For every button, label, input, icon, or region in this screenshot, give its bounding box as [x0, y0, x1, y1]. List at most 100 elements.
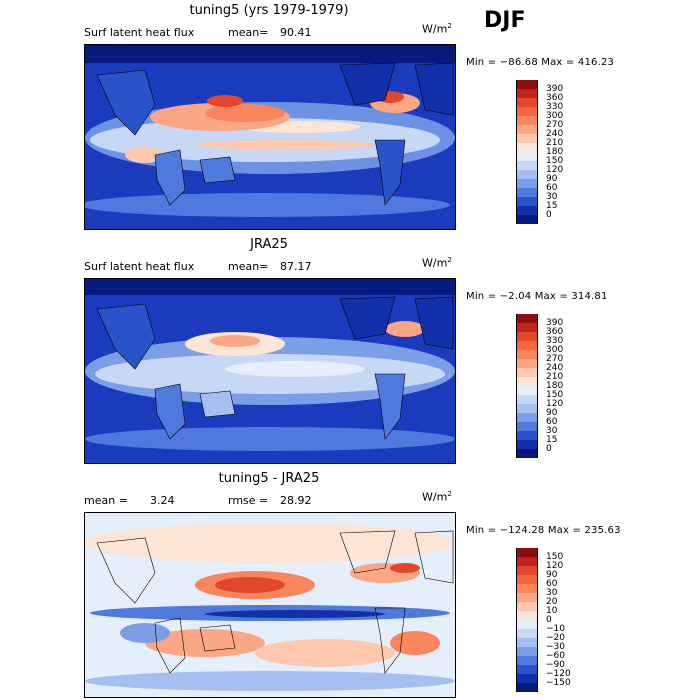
panel3-mean-value: 3.24	[150, 494, 175, 507]
panel1-cbar-swatch	[516, 98, 538, 107]
panel3-minmax: Min = −124.28 Max = 235.63	[466, 525, 621, 536]
panel2-cbar-swatch	[516, 323, 538, 332]
panel1-cbar-label: 360	[546, 93, 564, 103]
panel1-cbar-label: 390	[546, 84, 564, 94]
panel3-cbar-swatch	[516, 557, 538, 566]
panel3-cbar-label: −150	[546, 678, 571, 688]
panel1-cbar-label: 180	[546, 147, 564, 157]
panel3-cbar-label: 0	[546, 615, 552, 625]
panel1-cbar-swatch	[516, 197, 538, 206]
panel2-map	[84, 278, 456, 464]
panel2-cbar-label: 0	[546, 444, 552, 454]
panel1-cbar-label: 30	[546, 192, 558, 202]
panel2-cbar-label: 210	[546, 372, 564, 382]
panel2-colorbar: 390 360 330 300 270 240 210 180 150 120 …	[516, 314, 596, 458]
panel3-cbar-swatch	[516, 602, 538, 611]
panel2-cbar-swatch	[516, 404, 538, 413]
panel2-cbar-label: 240	[546, 363, 564, 373]
panel3-cbar-swatch	[516, 683, 538, 692]
panel1-cbar-swatch	[516, 116, 538, 125]
panel2-cbar-label: 390	[546, 318, 564, 328]
panel2-cbar-label: 150	[546, 390, 564, 400]
panel2-minmax: Min = −2.04 Max = 314.81	[466, 291, 608, 302]
panel3-rmse-value: 28.92	[280, 494, 312, 507]
panel1-cbar-label: 150	[546, 156, 564, 166]
panel2-cbar-swatch	[516, 431, 538, 440]
panel3-cbar-swatch	[516, 620, 538, 629]
panel2-cbar-label: 270	[546, 354, 564, 364]
panel2-cbar-swatch	[516, 449, 538, 458]
panel1-cbar-swatch	[516, 89, 538, 98]
panel2-cbar-swatch	[516, 341, 538, 350]
panel2-cbar-swatch	[516, 395, 538, 404]
panel2-cbar-label: 15	[546, 435, 558, 445]
panel2-cbar-label: 30	[546, 426, 558, 436]
panel2-units: W/m2	[422, 256, 452, 270]
panel1-cbar-label: 300	[546, 111, 564, 121]
panel1-minmax: Min = −86.68 Max = 416.23	[466, 57, 615, 68]
panel2-cbar-swatch	[516, 314, 538, 323]
panel1-cbar-swatch	[516, 134, 538, 143]
panel2-cbar-swatch	[516, 350, 538, 359]
panel1-cbar-swatch	[516, 107, 538, 116]
panel3-cbar-swatch	[516, 638, 538, 647]
panel1-cbar-swatch	[516, 179, 538, 188]
panel2-cbar-label: 300	[546, 345, 564, 355]
panel2-cbar-swatch	[516, 386, 538, 395]
panel1-cbar-swatch	[516, 152, 538, 161]
panel3-cbar-swatch	[516, 548, 538, 557]
panel3-cbar-swatch	[516, 584, 538, 593]
panel1-variable-label: Surf latent heat flux	[84, 26, 195, 39]
panel1-cbar-swatch	[516, 143, 538, 152]
panel3-cbar-label: 30	[546, 588, 558, 598]
panel3-cbar-swatch	[516, 593, 538, 602]
panel3-cbar-label: 150	[546, 552, 564, 562]
panel1-cbar-swatch	[516, 125, 538, 134]
panel3-cbar-swatch	[516, 575, 538, 584]
panel1-cbar-swatch	[516, 170, 538, 179]
panel1-cbar-label: 15	[546, 201, 558, 211]
panel2-cbar-swatch	[516, 368, 538, 377]
panel3-cbar-label: 20	[546, 597, 558, 607]
panel2-cbar-swatch	[516, 440, 538, 449]
panel1-mean-value: 90.41	[280, 26, 312, 39]
panel1-mean-label: mean=	[228, 26, 269, 39]
panel2-map-graphic	[85, 279, 455, 463]
panel3-cbar-label: −90	[546, 660, 565, 670]
panel2-cbar-swatch	[516, 332, 538, 341]
panel2-cbar-label: 90	[546, 408, 558, 418]
panel1-colorbar: 390 360 330 300 270 240 210 180 150 120 …	[516, 80, 596, 224]
panel1-cbar-label: 0	[546, 210, 552, 220]
panel3-units: W/m2	[422, 490, 452, 504]
panel1-cbar-label: 330	[546, 102, 564, 112]
panel1-cbar-label: 120	[546, 165, 564, 175]
panel3-map-graphic	[85, 513, 455, 697]
panel1-map	[84, 44, 456, 230]
panel2-cbar-label: 330	[546, 336, 564, 346]
panel3-cbar-label: 60	[546, 579, 558, 589]
panel2-cbar-label: 120	[546, 399, 564, 409]
panel1-cbar-label: 270	[546, 120, 564, 130]
panel2-cbar-label: 180	[546, 381, 564, 391]
panel1-cbar-label: 210	[546, 138, 564, 148]
panel3-cbar-label: −20	[546, 633, 565, 643]
panel3-cbar-swatch	[516, 629, 538, 638]
panel3-cbar-swatch	[516, 665, 538, 674]
panel1-cbar-label: 90	[546, 174, 558, 184]
panel1-cbar-swatch	[516, 188, 538, 197]
season-label: DJF	[484, 8, 526, 33]
panel3-cbar-label: 90	[546, 570, 558, 580]
panel3-colorbar: 150 120 90 60 30 20 10 0 −10 −20 −30 −60…	[516, 548, 596, 692]
panel2-variable-label: Surf latent heat flux	[84, 260, 195, 273]
panel2-mean-label: mean=	[228, 260, 269, 273]
panel3-cbar-swatch	[516, 566, 538, 575]
panel2-cbar-swatch	[516, 377, 538, 386]
panel3-cbar-label: −10	[546, 624, 565, 634]
panel3-cbar-label: −120	[546, 669, 571, 679]
panel1-cbar-label: 60	[546, 183, 558, 193]
panel2-cbar-swatch	[516, 413, 538, 422]
panel3-cbar-label: −30	[546, 642, 565, 652]
panel3-mean-label: mean =	[84, 494, 128, 507]
panel1-cbar-swatch	[516, 80, 538, 89]
panel1-cbar-swatch	[516, 206, 538, 215]
